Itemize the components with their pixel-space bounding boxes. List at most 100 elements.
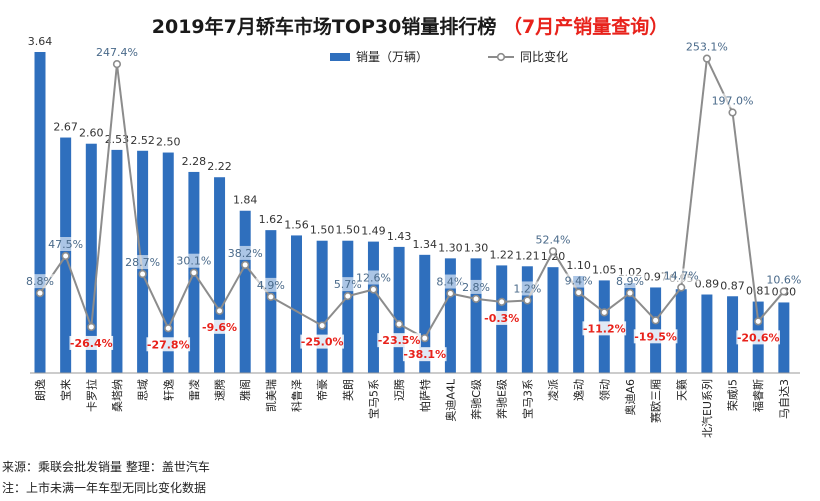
bar-19 [521,266,533,373]
x-tick-label-13: 宝马5系 [366,379,380,419]
line-label-bg-11 [300,334,344,349]
line-point-16 [446,289,455,298]
bar-value-label-5: 2.50 [156,136,181,149]
line-value-label-16: 8.4% [436,276,464,289]
bar-20 [547,267,559,373]
bar-value-label-8: 1.84 [233,194,258,207]
line-label-bg-23 [614,274,646,289]
footnote: 注：上市未满一年车型无同比变化数据 [2,481,207,495]
bar-value-label-13: 1.49 [361,225,386,238]
bar-14 [393,246,405,373]
line-label-bg-4 [124,255,162,270]
x-tick-label-4: 思域 [137,379,150,401]
line-label-bg-26 [685,39,729,54]
line-segment-6 [167,272,195,329]
line-label-bg-1 [47,237,85,251]
line-value-label-8: 38.2% [228,247,263,260]
line-point-20 [548,247,558,256]
legend-label-line: 同比变化 [520,49,568,64]
bar-value-label-18: 1.22 [489,248,514,261]
line-value-label-22: -11.2% [583,322,626,335]
line-label-bg-15 [402,347,447,362]
bar-7 [214,177,226,373]
line-value-label-3: 247.4% [96,46,138,59]
bar-29 [778,302,790,373]
line-label-bg-2 [69,335,114,350]
line-segment-23 [603,292,631,314]
line-value-label-14: -23.5% [378,334,421,347]
bar-value-label-16: 1.30 [438,241,463,254]
bar-value-label-17: 1.30 [464,241,489,254]
line-segment-5 [141,273,170,329]
line-label-bg-0 [24,274,56,289]
x-tick-label-24: 赛欧三厢 [649,379,663,423]
x-tick-label-0: 朗逸 [34,379,47,401]
line-label-bg-6 [175,253,213,268]
bar-8 [239,210,251,373]
line-label-bg-13 [354,270,392,285]
bar-23 [624,283,636,373]
line-value-label-27: 197.0% [712,94,754,107]
line-point-22 [600,308,609,317]
x-tick-label-1: 宝来 [59,379,73,401]
line-segment-17 [450,292,477,300]
line-value-label-5: -27.8% [147,338,190,351]
line-value-label-18: -0.3% [484,312,519,325]
bar-26 [701,294,713,373]
legend-label-bar: 销量（万辆） [356,50,428,64]
line-segment-25 [654,286,683,321]
line-point-15 [420,334,429,343]
bar-value-label-15: 1.34 [413,238,438,251]
line-segment-13 [347,288,374,298]
line-value-label-21: 9.4% [565,275,593,288]
x-tick-label-3: 桑塔纳 [111,379,124,412]
line-value-label-29: 10.6% [766,273,801,286]
bar-13 [367,241,379,373]
legend-swatch-marker [496,52,506,62]
line-point-11 [318,321,327,330]
line-point-25 [677,283,686,292]
bar-21 [573,275,585,373]
bar-value-label-4: 2.52 [130,134,155,147]
line-value-label-23: 8.9% [616,275,644,288]
line-segment-14 [372,288,400,325]
source-note: 来源：乘联会批发销量 整理：盖世汽车 [2,460,210,474]
line-value-label-11: -25.0% [301,336,344,349]
line-point-26 [702,54,712,63]
bar-value-label-14: 1.43 [387,230,412,243]
line-value-label-17: 2.8% [462,281,490,294]
bar-value-label-7: 2.22 [207,160,232,173]
x-tick-label-28: 福睿斯 [751,379,765,412]
bar-2 [85,143,97,373]
bar-value-label-28: 0.81 [746,285,771,298]
line-segment-19 [501,299,528,303]
line-segment-18 [475,297,502,303]
line-label-bg-5 [146,337,191,352]
line-point-12 [343,292,352,301]
line-point-5 [164,324,173,333]
x-tick-label-19: 宝马3系 [520,379,534,419]
line-label-bg-28 [736,330,780,345]
x-tick-label-14: 迈腾 [392,379,406,401]
bar-value-label-27: 0.87 [720,279,745,292]
bar-5 [162,152,174,373]
bar-value-label-10: 1.56 [284,218,309,231]
chart-title: 2019年7月轿车市场TOP30销量排行榜 （7月产销量查询） [0,12,820,39]
line-point-18 [497,297,506,306]
line-point-23 [625,288,635,298]
line-segment-8 [218,264,247,312]
bar-value-label-1: 2.67 [53,121,78,134]
line-label-bg-14 [377,333,421,348]
line-segment-26 [680,58,708,288]
line-value-label-6: 30.1% [176,255,211,268]
bar-3 [111,149,123,373]
x-tick-label-8: 雅阁 [238,379,252,401]
legend-swatch-bar [330,53,350,61]
line-point-3 [112,59,122,69]
x-tick-label-10: 科鲁泽 [290,379,304,412]
line-label-bg-24 [633,329,678,344]
x-tick-label-7: 速腾 [213,379,227,401]
bar-value-label-11: 1.50 [310,224,335,237]
bar-value-label-12: 1.50 [336,224,361,237]
